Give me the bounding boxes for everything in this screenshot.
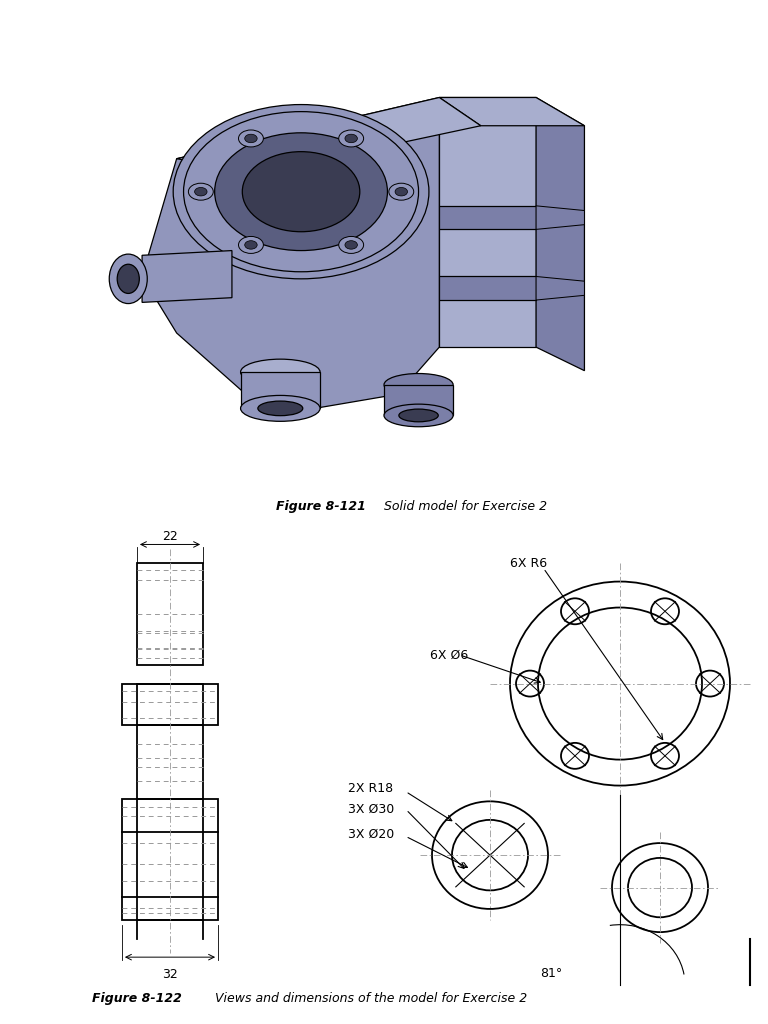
Ellipse shape	[109, 254, 147, 303]
Polygon shape	[240, 372, 320, 409]
Polygon shape	[384, 385, 453, 416]
Text: Figure 8-121: Figure 8-121	[276, 501, 366, 513]
Circle shape	[395, 187, 408, 196]
Ellipse shape	[384, 374, 453, 396]
Ellipse shape	[399, 409, 439, 422]
Ellipse shape	[240, 395, 320, 421]
Circle shape	[215, 133, 387, 251]
Polygon shape	[177, 97, 481, 173]
Circle shape	[184, 112, 419, 271]
Text: Solid model for Exercise 2: Solid model for Exercise 2	[380, 501, 548, 513]
Text: Figure 8-122: Figure 8-122	[92, 992, 182, 1005]
Bar	[137, 684, 203, 725]
Circle shape	[345, 134, 357, 142]
Circle shape	[194, 187, 207, 196]
Circle shape	[174, 104, 429, 279]
Text: 3X Ø30: 3X Ø30	[348, 802, 394, 815]
Ellipse shape	[240, 359, 320, 385]
Circle shape	[245, 241, 257, 249]
Polygon shape	[439, 206, 536, 229]
Polygon shape	[439, 276, 536, 300]
Circle shape	[188, 183, 214, 200]
Ellipse shape	[384, 404, 453, 427]
Ellipse shape	[118, 264, 139, 294]
Circle shape	[389, 183, 414, 200]
Circle shape	[339, 237, 363, 253]
Text: Views and dimensions of the model for Exercise 2: Views and dimensions of the model for Ex…	[211, 992, 528, 1005]
Text: 6X R6: 6X R6	[510, 556, 547, 569]
Circle shape	[239, 130, 263, 146]
Ellipse shape	[258, 401, 303, 416]
Polygon shape	[142, 251, 232, 302]
Circle shape	[345, 241, 357, 249]
Polygon shape	[536, 97, 584, 371]
Circle shape	[243, 152, 359, 231]
Bar	[122, 684, 218, 725]
Text: 22: 22	[162, 529, 178, 543]
Bar	[122, 800, 218, 920]
Circle shape	[339, 130, 363, 146]
Bar	[137, 563, 203, 665]
Circle shape	[245, 134, 257, 142]
Polygon shape	[439, 97, 584, 126]
Text: 32: 32	[162, 969, 178, 981]
Text: 81°: 81°	[540, 968, 562, 980]
Polygon shape	[439, 97, 536, 347]
Polygon shape	[536, 206, 584, 229]
Text: 6X Ø6: 6X Ø6	[430, 649, 468, 663]
Bar	[137, 800, 203, 920]
Text: 3X Ø20: 3X Ø20	[348, 828, 394, 842]
Polygon shape	[536, 276, 584, 300]
Polygon shape	[142, 97, 439, 409]
Circle shape	[239, 237, 263, 253]
Text: 2X R18: 2X R18	[348, 782, 393, 795]
